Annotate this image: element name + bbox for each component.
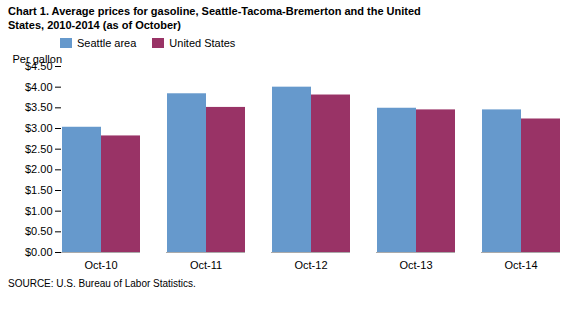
- svg-text:$3.00: $3.00: [25, 122, 53, 134]
- svg-text:Oct-12: Oct-12: [294, 259, 327, 271]
- html-text:United States: United States: [169, 37, 236, 49]
- svg-text:$0.00: $0.00: [25, 246, 53, 258]
- html-text:SOURCE: U.S. Bureau of Labor S: SOURCE: U.S. Bureau of Labor Statistics.: [8, 278, 196, 289]
- svg-text:$1.50: $1.50: [25, 184, 53, 196]
- html-text:States, 2010-2014 (as of Octob: States, 2010-2014 (as of October): [8, 19, 181, 31]
- html-text:Seattle area: Seattle area: [77, 37, 137, 49]
- svg-text:Oct-11: Oct-11: [190, 259, 222, 271]
- svg-text:Oct-10: Oct-10: [84, 259, 117, 271]
- svg-text:$3.50: $3.50: [25, 101, 53, 113]
- svg-text:$4.00: $4.00: [25, 81, 53, 93]
- svg-text:$2.50: $2.50: [25, 143, 53, 155]
- svg-text:Oct-14: Oct-14: [504, 259, 537, 271]
- html-text:Chart 1. Average prices for ga: Chart 1. Average prices for gasoline, Se…: [8, 5, 421, 17]
- svg-text:$0.50: $0.50: [25, 225, 53, 237]
- svg-text:$1.00: $1.00: [25, 205, 53, 217]
- svg-text:$4.50: $4.50: [25, 60, 53, 72]
- svg-text:$2.00: $2.00: [25, 163, 53, 175]
- svg-text:Per gallon: Per gallon: [13, 53, 63, 65]
- svg-text:Oct-13: Oct-13: [399, 259, 432, 271]
